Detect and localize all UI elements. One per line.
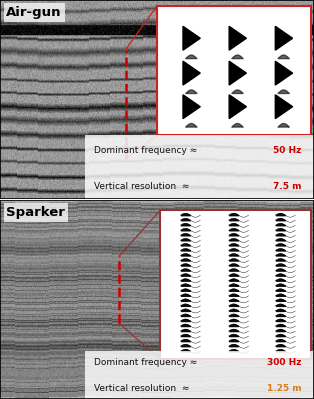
Text: 50 Hz: 50 Hz (273, 146, 301, 155)
Polygon shape (275, 26, 293, 50)
Text: Sparker: Sparker (6, 206, 65, 219)
Polygon shape (183, 95, 200, 119)
Text: Vertical resolution  ≈: Vertical resolution ≈ (94, 384, 192, 393)
Bar (160, 210, 311, 359)
Polygon shape (183, 26, 200, 50)
Polygon shape (275, 95, 293, 119)
Text: 300 Hz: 300 Hz (267, 358, 301, 367)
Polygon shape (229, 26, 246, 50)
Polygon shape (229, 95, 246, 119)
Text: Dominant frequency ≈: Dominant frequency ≈ (94, 358, 200, 367)
Polygon shape (275, 61, 293, 85)
Text: 1.25 m: 1.25 m (267, 384, 301, 393)
Polygon shape (229, 61, 246, 85)
Text: Air-gun: Air-gun (6, 6, 62, 19)
Polygon shape (183, 61, 200, 85)
Text: 7.5 m: 7.5 m (273, 182, 301, 191)
Bar (85, 351, 314, 399)
Bar (85, 135, 314, 199)
Text: Vertical resolution  ≈: Vertical resolution ≈ (94, 182, 192, 191)
Text: Dominant frequency ≈: Dominant frequency ≈ (94, 146, 200, 155)
Bar (157, 6, 311, 135)
